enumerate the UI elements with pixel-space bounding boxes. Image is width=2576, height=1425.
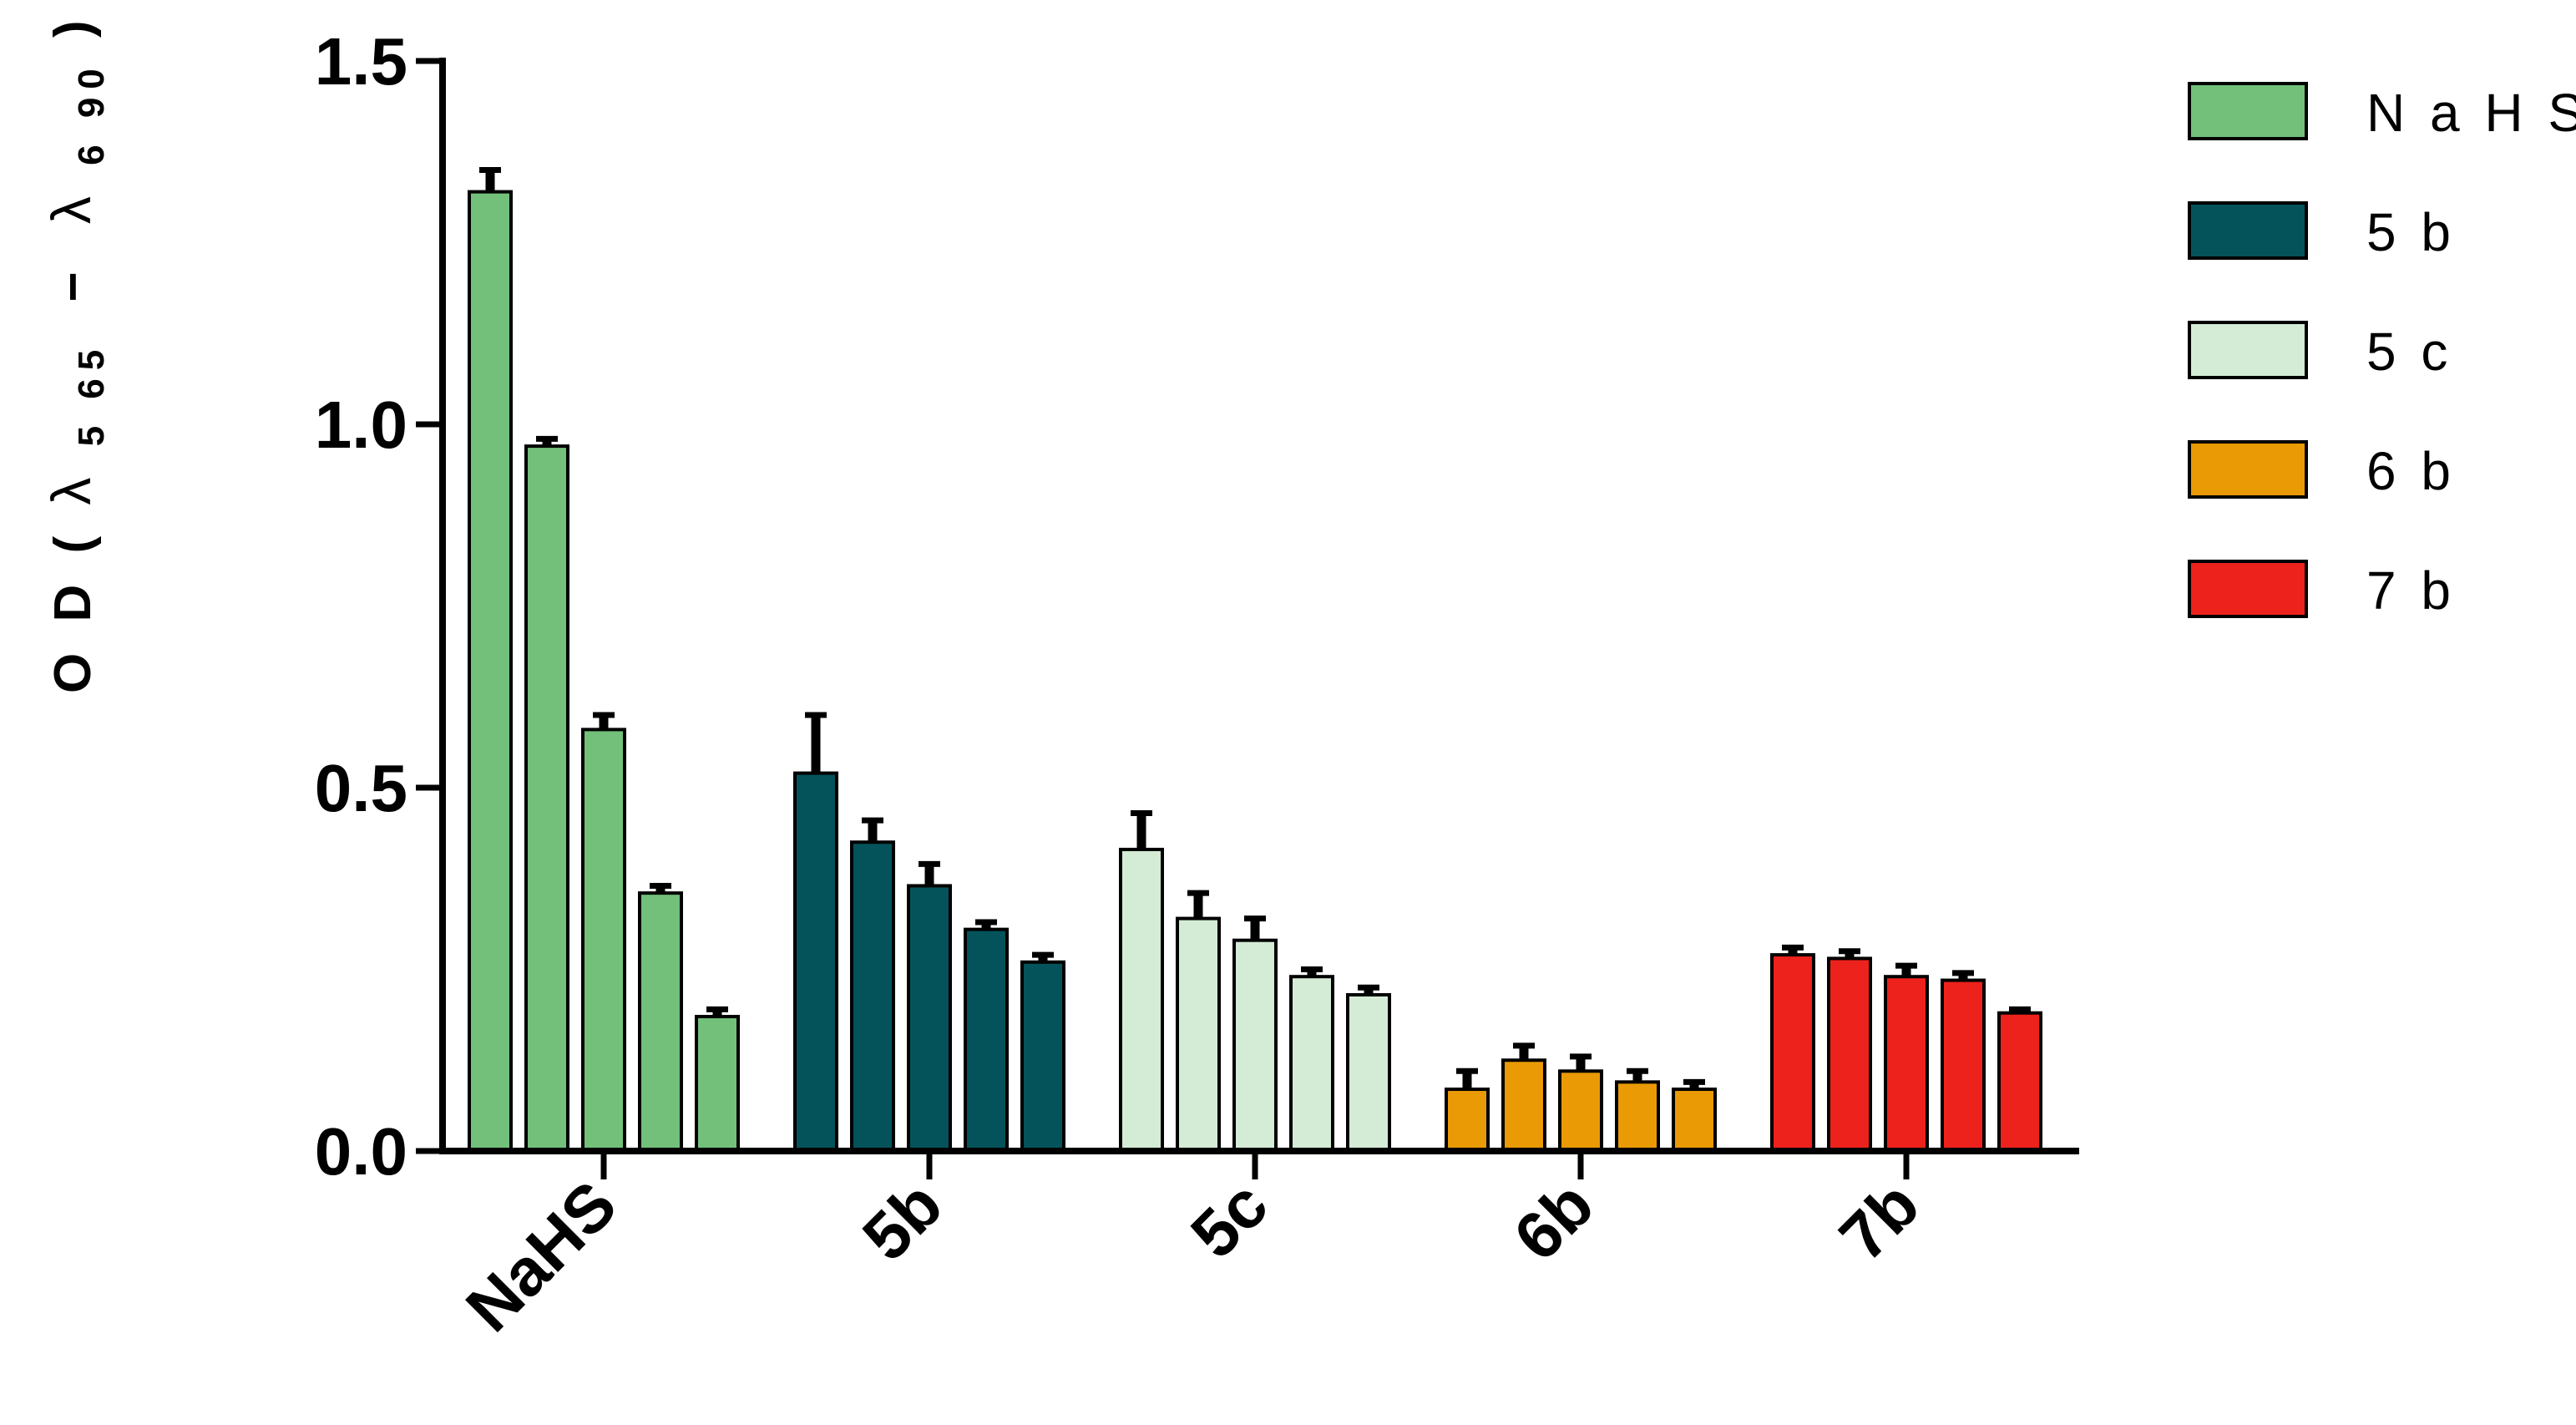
bar-NaHS-2 xyxy=(524,444,569,1153)
bar-7b-2 xyxy=(1827,956,1872,1153)
error-bars-layer xyxy=(479,167,2031,1090)
legend-label-5c: 5 c xyxy=(2366,322,2452,382)
y-axis-label-minus: − xyxy=(44,263,102,302)
x-tick-label-5c: 5c xyxy=(1177,1167,1282,1272)
bar-5c-5 xyxy=(1346,992,1391,1153)
x-tick-label-NaHS: NaHS xyxy=(452,1167,630,1346)
legend-label-5b: 5 b xyxy=(2366,202,2456,262)
bar-7b-5 xyxy=(1997,1011,2042,1153)
legend-swatch-NaHS xyxy=(2188,82,2308,140)
bar-6b-5 xyxy=(1672,1088,1717,1154)
bar-6b-2 xyxy=(1501,1058,1546,1153)
y-tick-label-1.5: 1.5 xyxy=(315,24,407,99)
y-tick-label-0.0: 0.0 xyxy=(315,1114,407,1189)
y-axis-label: O D ( λ 5 65 − λ 6 90 ) xyxy=(40,12,115,693)
bar-NaHS-1 xyxy=(468,190,513,1154)
legend-swatch-5b xyxy=(2188,201,2308,260)
bar-NaHS-4 xyxy=(638,891,683,1154)
bar-5c-2 xyxy=(1176,916,1221,1153)
bar-6b-1 xyxy=(1445,1088,1490,1154)
bar-5c-4 xyxy=(1289,975,1334,1153)
y-axis-label-close: ) xyxy=(44,12,102,38)
x-tick-label-5b: 5b xyxy=(848,1167,956,1275)
legend-label-6b: 6 b xyxy=(2366,441,2456,501)
legend-swatch-6b xyxy=(2188,440,2308,499)
bar-NaHS-5 xyxy=(695,1015,740,1154)
bar-5b-2 xyxy=(850,840,895,1153)
bar-5c-1 xyxy=(1119,847,1164,1153)
bar-5b-4 xyxy=(964,927,1009,1154)
bar-7b-1 xyxy=(1770,953,1815,1153)
y-axis-label-main: O D ( xyxy=(44,528,102,693)
x-tick-label-6b: 6b xyxy=(1500,1167,1607,1275)
bar-7b-3 xyxy=(1884,975,1929,1153)
legend-swatch-7b xyxy=(2188,560,2308,618)
y-axis-label-lambda-1: λ xyxy=(40,469,102,505)
legend-label-7b: 7 b xyxy=(2366,560,2456,621)
bar-7b-4 xyxy=(1941,978,1986,1154)
y-axis-label-lambda-2: λ xyxy=(40,188,102,224)
y-tick-label-0.5: 0.5 xyxy=(315,751,407,825)
axes xyxy=(416,58,2079,1179)
bar-5c-3 xyxy=(1232,938,1278,1153)
y-axis-label-sub-1: 5 65 xyxy=(71,342,112,447)
y-tick-label-1.0: 1.0 xyxy=(315,388,407,462)
legend-label-NaHS: N a H S xyxy=(2366,83,2576,143)
legend: N a H S 5 b 5 c 6 b 7 b xyxy=(2188,82,2576,621)
y-tick-labels: 0.0 0.5 1.0 1.5 xyxy=(315,24,407,1189)
bar-5b-5 xyxy=(1020,960,1065,1154)
bar-6b-3 xyxy=(1558,1069,1603,1154)
x-tick-label-7b: 7b xyxy=(1825,1167,1933,1275)
bars-layer xyxy=(468,190,2042,1154)
bar-NaHS-3 xyxy=(581,728,626,1154)
x-tick-labels: NaHS 5b 5c 6b 7b xyxy=(452,1167,1933,1346)
legend-swatch-5c xyxy=(2188,321,2308,379)
bar-5b-1 xyxy=(793,771,838,1153)
y-axis-label-sub-2: 6 90 xyxy=(71,60,112,165)
bar-6b-4 xyxy=(1615,1080,1660,1153)
bar-5b-3 xyxy=(907,884,952,1153)
